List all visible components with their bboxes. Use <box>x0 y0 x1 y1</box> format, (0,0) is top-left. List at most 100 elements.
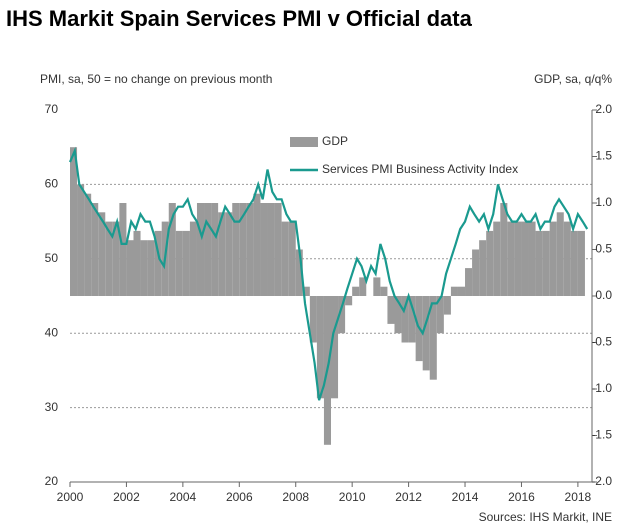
gdp-bar <box>563 221 571 296</box>
chart-title: IHS Markit Spain Services PMI v Official… <box>6 6 473 31</box>
gdp-bar <box>182 230 190 296</box>
gdp-bar <box>331 296 339 399</box>
x-tick-label: 2000 <box>57 490 84 504</box>
gdp-bar <box>239 203 247 296</box>
gdp-bar <box>486 230 494 296</box>
gdp-bar <box>443 296 451 315</box>
x-tick-label: 2014 <box>452 490 479 504</box>
gdp-bar <box>288 221 296 296</box>
gdp-bar <box>422 296 430 371</box>
gdp-bar <box>429 296 437 380</box>
y2-tick-label: 0.5 <box>595 242 612 256</box>
x-tick-label: 2002 <box>113 490 140 504</box>
gdp-bar <box>380 286 388 296</box>
y2-tick-label: 1.0 <box>595 195 612 209</box>
gdp-bar <box>133 230 141 296</box>
gdp-bar <box>175 230 183 296</box>
gdp-bar <box>352 286 360 296</box>
y-tick-label: 50 <box>45 251 59 265</box>
legend-label: Services PMI Business Activity Index <box>322 162 518 176</box>
y2-tick-label: -1.0 <box>591 381 612 395</box>
gdp-bar <box>168 203 176 296</box>
gdp-bar <box>196 203 205 296</box>
gdp-bar <box>570 230 578 296</box>
gdp-bar <box>147 240 155 296</box>
gdp-bar <box>450 286 458 296</box>
gdp-bar <box>218 212 226 296</box>
gdp-bar <box>542 230 550 296</box>
x-tick-label: 2018 <box>565 490 592 504</box>
gdp-bar <box>232 203 240 296</box>
gdp-bar <box>189 221 197 296</box>
gdp-bar <box>345 296 353 306</box>
gdp-bar <box>267 203 275 296</box>
gdp-bar <box>154 230 162 296</box>
gdp-bar <box>112 221 120 296</box>
gdp-bar <box>436 296 444 334</box>
x-tick-label: 2004 <box>170 490 197 504</box>
gdp-bar <box>577 230 585 296</box>
gdp-bar <box>211 203 219 296</box>
y-tick-label: 40 <box>45 325 59 339</box>
gdp-bar <box>98 212 106 296</box>
y-axis-label: PMI, sa, 50 = no change on previous mont… <box>40 72 272 86</box>
gdp-bar <box>338 296 346 334</box>
gdp-bar <box>472 249 480 296</box>
y2-tick-label: 2.0 <box>595 102 612 116</box>
gdp-bar <box>91 203 99 296</box>
pmi-line <box>68 146 589 401</box>
gdp-bar <box>493 221 501 296</box>
gdp-bar <box>514 221 522 296</box>
y-tick-label: 60 <box>45 177 59 191</box>
gdp-bar <box>479 240 487 296</box>
gdp-bar <box>84 193 92 296</box>
x-tick-label: 2006 <box>226 490 253 504</box>
gdp-bar <box>394 296 402 334</box>
gdp-bar <box>373 277 381 296</box>
y2-tick-label: 0.0 <box>595 288 612 302</box>
gdp-bar <box>295 249 303 296</box>
legend-label: GDP <box>322 134 348 148</box>
gdp-bar <box>140 240 148 296</box>
gdp-bar <box>274 203 282 296</box>
gdp-bar <box>507 221 515 296</box>
y2-tick-label: -2.0 <box>591 474 612 488</box>
gdp-bar <box>281 221 289 296</box>
y2-axis-label: GDP, sa, q/q% <box>534 72 612 86</box>
x-tick-label: 2016 <box>508 490 535 504</box>
gdp-bar <box>521 221 529 296</box>
gdp-bar <box>204 203 212 296</box>
gdp-bar <box>457 286 466 296</box>
gdp-bar <box>105 221 113 296</box>
gdp-bar <box>302 286 310 296</box>
gdp-bar <box>465 268 473 296</box>
gdp-bar <box>408 296 416 343</box>
gdp-bar <box>225 212 233 296</box>
gdp-bar <box>387 296 395 324</box>
x-tick-label: 2010 <box>339 490 366 504</box>
gdp-bar <box>316 296 324 399</box>
x-tick-label: 2012 <box>395 490 422 504</box>
y-tick-label: 30 <box>45 400 59 414</box>
gdp-bar <box>260 203 268 296</box>
y2-tick-label: -0.5 <box>591 335 612 349</box>
gdp-bar <box>556 212 564 296</box>
gdp-bar <box>77 184 85 296</box>
legend-swatch <box>290 137 318 147</box>
x-tick-label: 2008 <box>282 490 309 504</box>
gdp-bar <box>119 203 127 296</box>
gdp-bar <box>70 147 78 296</box>
gdp-bar <box>528 221 536 296</box>
y-tick-label: 70 <box>45 102 59 116</box>
gdp-bar <box>359 277 367 296</box>
gdp-bar <box>535 230 543 296</box>
y2-tick-label: 1.5 <box>595 149 612 163</box>
gdp-bar <box>500 203 508 296</box>
gdp-bar <box>253 193 261 296</box>
y2-tick-label: -1.5 <box>591 428 612 442</box>
gdp-bar <box>309 296 317 343</box>
source: Sources: IHS Markit, INE <box>479 510 612 524</box>
gdp-bar <box>401 296 409 343</box>
gdp-bar <box>246 203 254 296</box>
